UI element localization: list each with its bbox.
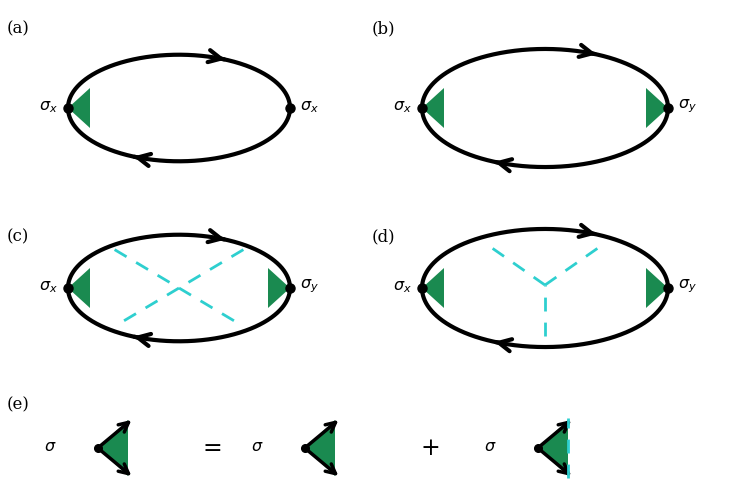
- Text: $\sigma$: $\sigma$: [485, 438, 497, 455]
- Polygon shape: [68, 88, 90, 128]
- Text: (e): (e): [7, 396, 30, 413]
- Polygon shape: [538, 420, 568, 476]
- Polygon shape: [646, 268, 668, 308]
- Text: $\sigma_x$: $\sigma_x$: [39, 98, 58, 115]
- Text: $\sigma_y$: $\sigma_y$: [300, 277, 319, 295]
- Text: =: =: [202, 437, 222, 460]
- Polygon shape: [68, 268, 90, 308]
- Text: (b): (b): [372, 20, 395, 37]
- Text: $\sigma_x$: $\sigma_x$: [300, 98, 319, 115]
- Polygon shape: [268, 268, 290, 308]
- Text: (d): (d): [372, 228, 395, 245]
- Text: +: +: [420, 437, 440, 460]
- Polygon shape: [422, 88, 444, 128]
- Polygon shape: [98, 420, 128, 476]
- Text: $\sigma_x$: $\sigma_x$: [39, 277, 58, 294]
- Text: (a): (a): [7, 20, 30, 37]
- Text: $\sigma_y$: $\sigma_y$: [678, 97, 697, 115]
- Polygon shape: [646, 88, 668, 128]
- Polygon shape: [305, 420, 335, 476]
- Text: $\sigma$: $\sigma$: [45, 438, 57, 455]
- Text: $\sigma_x$: $\sigma_x$: [393, 98, 412, 115]
- Text: $\sigma_y$: $\sigma_y$: [678, 277, 697, 295]
- Text: $\sigma_x$: $\sigma_x$: [393, 277, 412, 294]
- Polygon shape: [422, 268, 444, 308]
- Text: (c): (c): [7, 228, 29, 245]
- Text: $\sigma$: $\sigma$: [251, 438, 264, 455]
